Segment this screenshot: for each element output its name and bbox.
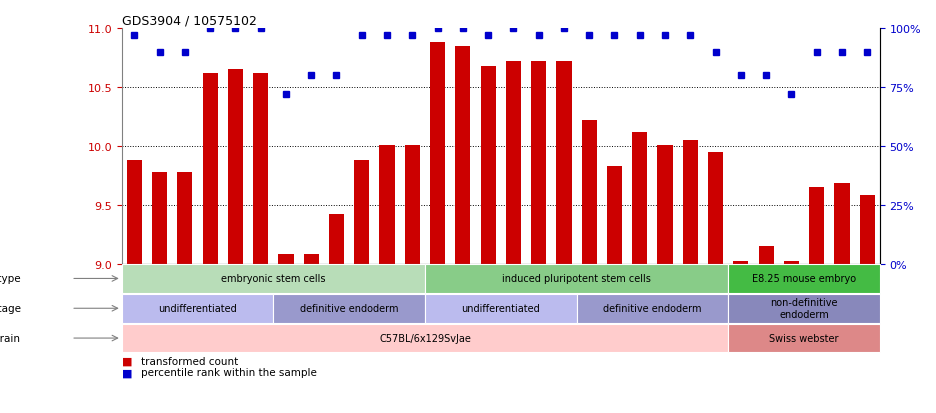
Bar: [455, 47, 471, 264]
Bar: [728, 264, 880, 293]
Bar: [632, 132, 648, 264]
Bar: [809, 188, 825, 264]
Text: definitive endoderm: definitive endoderm: [300, 304, 399, 313]
Text: strain: strain: [0, 333, 21, 343]
Bar: [273, 294, 425, 323]
Text: ■: ■: [122, 368, 132, 377]
Text: ■: ■: [122, 356, 132, 366]
Bar: [581, 121, 597, 264]
Text: GDS3904 / 10575102: GDS3904 / 10575102: [122, 15, 256, 28]
Bar: [152, 172, 168, 264]
Bar: [227, 70, 243, 264]
Bar: [607, 166, 622, 264]
Bar: [783, 261, 799, 264]
Text: cell type: cell type: [0, 274, 21, 284]
Bar: [758, 246, 774, 264]
Bar: [278, 254, 294, 264]
Text: undifferentiated: undifferentiated: [158, 304, 237, 313]
Bar: [303, 254, 319, 264]
Bar: [556, 62, 572, 264]
Text: undifferentiated: undifferentiated: [461, 304, 540, 313]
Text: transformed count: transformed count: [140, 356, 238, 366]
Bar: [122, 264, 425, 293]
Bar: [177, 172, 193, 264]
Text: definitive endoderm: definitive endoderm: [603, 304, 702, 313]
Bar: [728, 324, 880, 353]
Text: non-definitive
endoderm: non-definitive endoderm: [770, 298, 838, 319]
Bar: [859, 196, 875, 264]
Text: induced pluripotent stem cells: induced pluripotent stem cells: [502, 274, 651, 284]
Bar: [531, 62, 547, 264]
Bar: [430, 43, 446, 264]
Bar: [202, 74, 218, 264]
Bar: [122, 324, 728, 353]
Bar: [425, 264, 728, 293]
Text: C57BL/6x129SvJae: C57BL/6x129SvJae: [379, 333, 471, 343]
Bar: [834, 184, 850, 264]
Bar: [577, 294, 728, 323]
Bar: [329, 215, 344, 264]
Bar: [122, 294, 273, 323]
Bar: [657, 145, 673, 264]
Text: Swiss webster: Swiss webster: [769, 333, 839, 343]
Bar: [253, 74, 269, 264]
Bar: [733, 261, 749, 264]
Bar: [354, 161, 370, 264]
Text: development stage: development stage: [0, 304, 21, 313]
Bar: [126, 161, 142, 264]
Bar: [728, 294, 880, 323]
Text: percentile rank within the sample: percentile rank within the sample: [140, 368, 316, 377]
Bar: [404, 145, 420, 264]
Text: embryonic stem cells: embryonic stem cells: [221, 274, 326, 284]
Bar: [505, 62, 521, 264]
Bar: [682, 140, 698, 264]
Text: E8.25 mouse embryo: E8.25 mouse embryo: [752, 274, 856, 284]
Bar: [379, 145, 395, 264]
Bar: [480, 66, 496, 264]
Bar: [708, 152, 724, 264]
Bar: [425, 294, 577, 323]
